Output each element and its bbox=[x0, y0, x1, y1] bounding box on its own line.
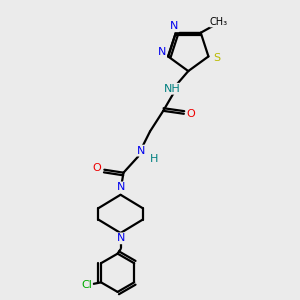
Text: O: O bbox=[93, 163, 101, 173]
Text: N: N bbox=[117, 233, 125, 243]
Text: N: N bbox=[137, 146, 146, 156]
Text: N: N bbox=[117, 182, 125, 192]
Text: NH: NH bbox=[164, 84, 181, 94]
Text: S: S bbox=[213, 53, 220, 63]
Text: Cl: Cl bbox=[81, 280, 92, 290]
Text: CH₃: CH₃ bbox=[210, 16, 228, 26]
Text: H: H bbox=[150, 154, 159, 164]
Text: N: N bbox=[158, 47, 166, 57]
Text: O: O bbox=[187, 109, 196, 119]
Text: N: N bbox=[170, 21, 178, 31]
